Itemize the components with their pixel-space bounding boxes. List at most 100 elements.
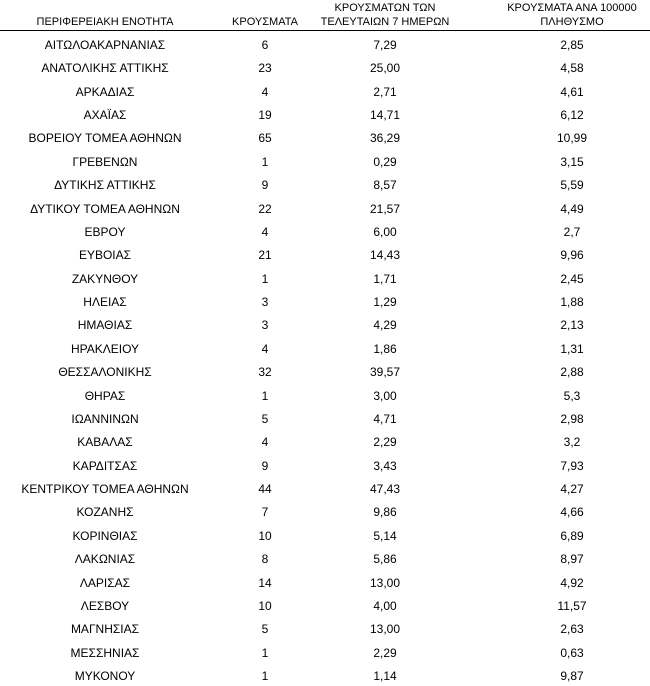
row-label: ΜΕΣΣΗΝΙΑΣ [70,645,140,660]
cell: 2,88 [560,365,584,380]
cell: 9 [261,178,269,193]
cell: 5,86 [373,552,397,567]
cell: 2,71 [373,84,397,99]
row-label: ΛΕΣΒΟΥ [80,598,130,613]
row-label: ΑΡΚΑΔΙΑΣ [75,84,135,99]
cell: 14,43 [369,248,401,263]
cell: 1,14 [373,668,397,683]
row-label: ΚΑΒΑΛΑΣ [77,435,133,450]
cell: 4,49 [560,201,584,216]
cell: 4,71 [373,411,397,426]
cell: 2,13 [560,318,584,333]
column-header: ΚΡΟΥΣΜΑΤΩΝ ΤΩΝ [334,2,436,14]
cell: 4,29 [373,318,397,333]
row-label: ΔΥΤΙΚΟΥ ΤΟΜΕΑ ΑΘΗΝΩΝ [30,201,180,216]
column-header: ΠΕΡΙΦΕΡΕΙΑΚΗ ΕΝΟΤΗΤΑ [36,16,174,28]
cell: 44 [258,482,272,497]
cell: 1 [261,154,269,169]
cell: 2,45 [560,271,584,286]
cell: 6,12 [560,108,584,123]
cell: 4 [261,84,269,99]
cell: 10 [258,528,272,543]
cell: 2,29 [373,435,397,450]
cell: 13,00 [369,622,401,637]
row-label: ΗΡΑΚΛΕΙΟΥ [70,341,140,356]
column-header: ΤΕΛΕΥΤΑΙΩΝ 7 ΗΜΕΡΩΝ [320,16,450,28]
cell: 4,61 [560,84,584,99]
row-label: ΖΑΚΥΝΘΟΥ [71,271,139,286]
row-label: ΜΥΚΟΝΟΥ [74,668,136,683]
row-label: ΗΛΕΙΑΣ [83,295,127,310]
cell: 3 [261,318,269,333]
row-label: ΘΗΡΑΣ [84,388,126,403]
row-label: ΚΟΖΑΝΗΣ [76,505,134,520]
cell: 7,93 [560,458,584,473]
cell: 8,57 [373,178,397,193]
cell: 1,88 [560,295,584,310]
cell: 7,29 [373,38,397,52]
cell: 1,86 [373,341,397,356]
column-header: ΠΛΗΘΥΣΜΟ [540,16,604,28]
row-label: ΚΕΝΤΡΙΚΟΥ ΤΟΜΕΑ ΑΘΗΝΩΝ [21,482,189,497]
cell: 3,2 [563,435,581,450]
cell: 5 [261,622,269,637]
cell: 9,86 [373,505,397,520]
cell: 0,63 [560,645,584,660]
cell: 14 [258,575,272,590]
cell: 13,00 [369,575,401,590]
cell: 1,29 [373,295,397,310]
cell: 1 [261,271,269,286]
cell: 8,97 [560,552,584,567]
row-label: ΕΥΒΟΙΑΣ [78,248,132,263]
cell: 3,00 [373,388,397,403]
cell: 2,98 [560,411,584,426]
cell: 47,43 [369,482,401,497]
row-label: ΑΝΑΤΟΛΙΚΗΣ ΑΤΤΙΚΗΣ [41,61,169,76]
cell: 4,27 [560,482,584,497]
cell: 5 [261,411,269,426]
cell: 2,29 [373,645,397,660]
cell: 11,57 [557,598,587,613]
cell: 25,00 [369,61,401,76]
cell: 4 [261,224,269,239]
cell: 65 [258,131,272,146]
cell: 3,15 [560,154,584,169]
cell: 39,57 [369,365,401,380]
header-rule [0,30,650,31]
cell: 1 [261,388,269,403]
cell: 36,29 [369,131,401,146]
cell: 8 [261,552,269,567]
cell: 4,66 [560,505,584,520]
row-label: ΚΑΡΔΙΤΣΑΣ [72,458,138,473]
cell: 32 [258,365,272,380]
cell: 5,59 [560,178,584,193]
cell: 9,87 [560,668,584,683]
cell: 2,63 [560,622,584,637]
cell: 4 [261,341,269,356]
cell: 10,99 [556,131,588,146]
row-label: ΛΑΚΩΝΙΑΣ [74,552,136,567]
cell: 4,00 [373,598,397,613]
row-label: ΓΡΕΒΕΝΩΝ [72,154,138,169]
row-label: ΕΒΡΟΥ [84,224,126,239]
row-label: ΔΥΤΙΚΗΣ ΑΤΤΙΚΗΣ [54,178,156,193]
cell: 2,85 [560,38,584,52]
cell: 6,00 [373,224,397,239]
cell: 1 [261,645,269,660]
row-label: ΑΧΑΪΑΣ [83,108,127,123]
row-label: ΜΑΓΝΗΣΙΑΣ [70,622,140,637]
cell: 6,89 [560,528,584,543]
cell: 4,58 [560,61,584,76]
row-label: ΗΜΑΘΙΑΣ [77,318,133,333]
cell: 5,3 [563,388,581,403]
row-label: ΚΟΡΙΝΘΙΑΣ [72,528,138,543]
row-label: ΛΑΡΙΣΑΣ [79,575,131,590]
cell: 19 [258,108,272,123]
cell: 3,43 [373,458,397,473]
column-header: ΚΡΟΥΣΜΑΤΑ [232,16,298,28]
cell: 2,7 [563,224,581,239]
cell: 22 [258,201,272,216]
cell: 1 [261,668,269,683]
cell: 3 [261,295,269,310]
